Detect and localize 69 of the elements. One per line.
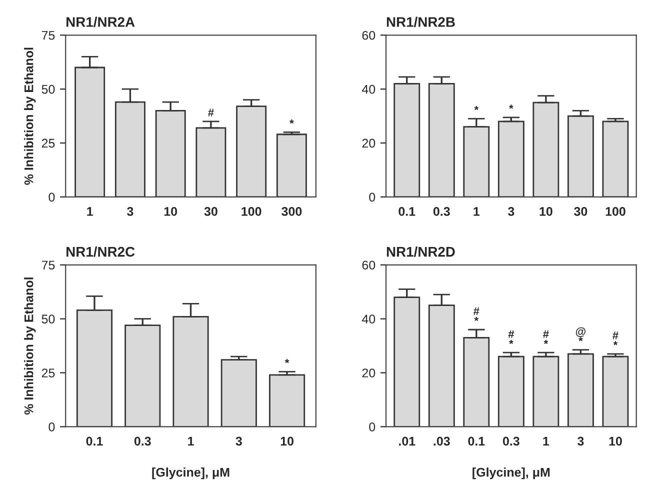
annotation: * [474, 106, 479, 110]
x-tick-label: 0.1 [86, 436, 103, 446]
bar [532, 356, 560, 427]
annotation: * [284, 358, 290, 364]
y-tick-label: 25 [42, 138, 55, 148]
x-tick-label: 1 [474, 207, 480, 216]
bar [602, 356, 629, 427]
annotation: * [290, 119, 294, 124]
x-tick-label: 3 [127, 206, 134, 216]
y-axis-title: % Inhibition by Ethanol [24, 278, 36, 415]
x-axis-title: [Glycine], μM [152, 468, 230, 480]
x-tick-label: 10 [280, 436, 294, 446]
bar [602, 120, 629, 197]
x-tick-label: 0.3 [502, 436, 520, 446]
y-tick-label: 40 [362, 84, 376, 94]
y-tick-label: 20 [362, 138, 376, 148]
annotation: # * [508, 330, 514, 344]
x-tick-label: 0.1 [468, 436, 485, 446]
y-axis-title: % Inhibition by Ethanol [24, 48, 36, 185]
y-tick-label: 60 [362, 30, 376, 40]
x-tick-label: .01 [399, 436, 416, 446]
bar [498, 120, 524, 197]
y-tick-label: 20 [362, 368, 376, 378]
x-tick-label: 10 [164, 206, 178, 216]
x-tick-label: 3 [578, 436, 584, 446]
chart-title: NR1/NR2A [66, 16, 135, 28]
y-tick-label: 50 [42, 84, 55, 94]
y-tick-label: 75 [42, 260, 55, 270]
x-tick-label: 3 [236, 436, 242, 446]
x-tick-label: 100 [606, 206, 626, 216]
x-tick-label: 30 [574, 206, 588, 216]
x-tick-label: 0.3 [134, 436, 151, 446]
x-tick-label: 300 [282, 206, 302, 216]
annotation: # * [473, 307, 480, 322]
x-tick-label: 3 [508, 206, 514, 216]
y-tick-label: 0 [48, 192, 55, 202]
y-tick-label: 25 [42, 368, 55, 378]
bar [567, 353, 594, 427]
bar [276, 134, 307, 197]
bar [220, 359, 257, 427]
annotation: # [208, 108, 214, 116]
x-tick-label: 0.1 [398, 206, 416, 216]
annotation: # * [543, 330, 549, 344]
bar [498, 356, 524, 427]
chart-title: NR1/NR2C [66, 246, 135, 257]
x-tick-label: 1 [87, 207, 93, 216]
y-tick-label: 0 [369, 422, 376, 432]
x-tick-label: 0.3 [433, 206, 450, 216]
x-tick-label: 100 [242, 206, 262, 216]
y-tick-label: 50 [42, 314, 55, 324]
x-tick-label: 10 [609, 436, 622, 446]
y-tick-label: 60 [362, 260, 376, 270]
y-tick-label: 0 [48, 422, 55, 432]
x-tick-label: 30 [204, 206, 218, 216]
x-tick-label: 1 [188, 436, 194, 446]
annotation: # * [612, 332, 618, 346]
bar [269, 374, 306, 427]
y-tick-label: 75 [42, 31, 55, 40]
y-tick-label: 40 [362, 314, 376, 324]
bar [567, 115, 594, 197]
x-axis-title: [Glycine], μM [472, 468, 550, 480]
x-tick-label: 10 [540, 206, 552, 216]
x-tick-label: .03 [434, 436, 450, 446]
annotation: @ * [576, 327, 586, 342]
y-tick-label: 0 [369, 192, 376, 202]
chart-title: NR1/NR2D [386, 246, 455, 257]
x-tick-label: 1 [543, 436, 550, 446]
chart-title: NR1/NR2B [386, 16, 455, 28]
annotation: * [509, 104, 514, 109]
